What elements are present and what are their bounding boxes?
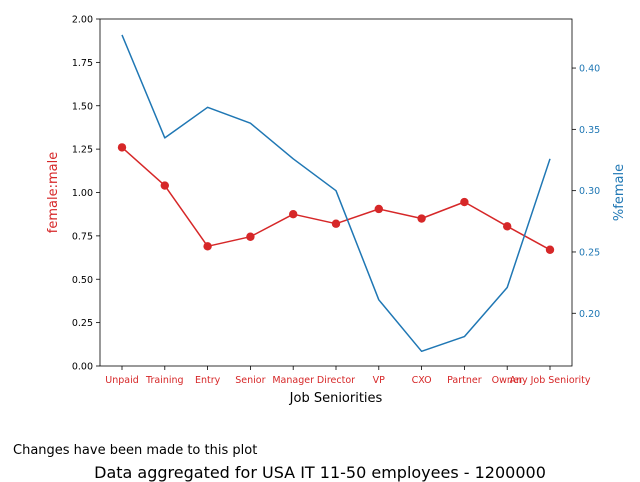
y-left-tick-label: 1.75 [72, 58, 93, 69]
x-tick-label: Unpaid [105, 375, 139, 386]
series-layer [117, 34, 555, 353]
right-axis-ticks: 0.20 0.25 0.30 0.35 0.40 [572, 64, 600, 320]
series-point-left [160, 181, 169, 190]
y-left-axis-label: female:male [46, 152, 61, 233]
series-point-left [417, 214, 426, 223]
y-right-axis-label: %⁠female [612, 164, 627, 221]
x-axis-label: Job Seniorities [289, 391, 383, 406]
y-left-tick-label: 1.00 [72, 188, 93, 199]
x-tick-label: Owner [492, 375, 523, 386]
y-left-tick-label: 1.50 [72, 101, 93, 112]
x-tick-label: Training [145, 375, 184, 386]
x-tick-label: Any Job Seniority [509, 375, 590, 386]
y-right-tick-label: 0.40 [579, 64, 600, 75]
x-axis-ticks: Unpaid Training Entry Senior Manager Director… [105, 366, 591, 386]
x-tick-label: CXO [412, 375, 432, 386]
y-left-tick-label: 0.75 [72, 231, 93, 242]
series-point-left [117, 143, 127, 152]
x-tick-label: VP [373, 375, 385, 386]
y-right-tick-label: 0.35 [579, 125, 600, 136]
x-tick-label: Director [317, 375, 355, 386]
left-axis-ticks: 0.00 0.25 0.50 0.75 1.00 1.25 1.50 1.75 2.00 [72, 15, 100, 373]
x-tick-label: Senior [235, 375, 265, 386]
y-left-tick-label: 1.25 [72, 145, 93, 156]
y-left-tick-label: 0.50 [72, 275, 93, 286]
series-line-right [121, 34, 551, 353]
series-point-left [374, 204, 383, 214]
series-point-left [203, 242, 212, 251]
x-tick-label: Partner [447, 375, 482, 386]
plot-note: Changes have been made to this plot [13, 443, 258, 458]
plot-frame [99, 18, 573, 367]
series-point-left [289, 209, 298, 219]
y-left-tick-label: 2.00 [72, 15, 93, 26]
series-point-left [246, 232, 255, 241]
x-tick-label: Entry [195, 375, 221, 386]
series-point-left [503, 222, 512, 231]
y-left-tick-label: 0.25 [72, 318, 93, 329]
dual-axis-line-chart: 0.00 0.25 0.50 0.75 1.00 1.25 1.50 1.75 2.00 0.2… [46, 15, 627, 407]
plot-caption: Data aggregated for USA IT 11-50 employe… [94, 463, 546, 482]
series-point-left [545, 245, 555, 254]
y-right-tick-label: 0.25 [579, 247, 600, 258]
y-right-tick-label: 0.30 [579, 186, 600, 197]
y-left-tick-label: 0.00 [72, 362, 93, 373]
x-tick-label: Manager [272, 375, 314, 386]
y-right-tick-label: 0.20 [579, 309, 600, 320]
series-point-left [331, 219, 341, 228]
series-point-left [460, 197, 469, 207]
series-line-left [121, 146, 551, 251]
